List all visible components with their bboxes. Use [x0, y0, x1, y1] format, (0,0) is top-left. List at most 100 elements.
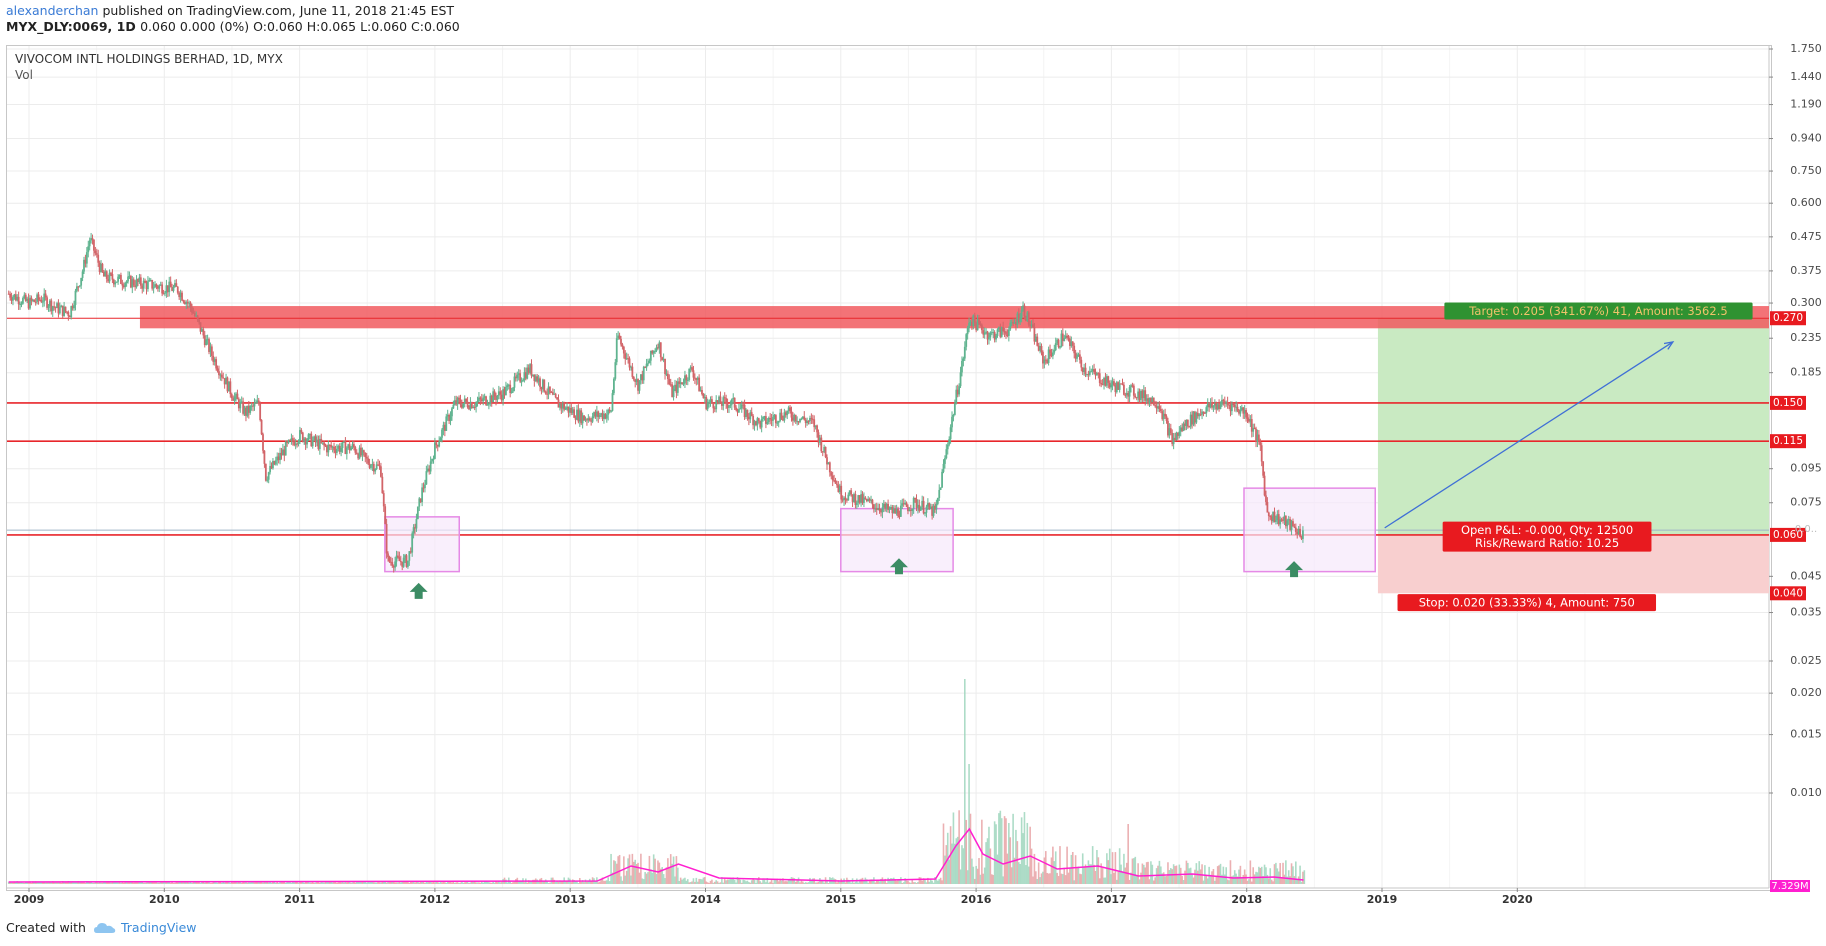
candle-body	[47, 306, 50, 308]
volume-bar	[787, 879, 790, 884]
candle-body	[335, 448, 338, 453]
candle-body	[678, 381, 681, 384]
volume-bar	[1228, 880, 1230, 884]
candle-body	[790, 411, 793, 418]
candle-body	[1042, 351, 1044, 364]
chart-frame[interactable]	[6, 45, 1772, 891]
candle-body	[593, 412, 595, 417]
candle-body	[888, 508, 891, 510]
candle-body	[836, 483, 838, 486]
candle-body	[659, 342, 662, 358]
candle-body	[1185, 420, 1188, 426]
candle-body	[466, 401, 469, 408]
volume-bar	[1114, 852, 1117, 884]
volume-bar	[236, 882, 239, 884]
volume-bar	[804, 882, 807, 884]
candle-body	[975, 322, 978, 331]
volume-bar	[871, 879, 874, 884]
candle-body	[662, 358, 665, 361]
candle-body	[550, 391, 553, 393]
candle-body	[765, 416, 767, 424]
volume-bar	[348, 881, 351, 884]
volume-bar	[982, 873, 985, 884]
volume-bar	[604, 880, 607, 884]
volume-bar	[402, 881, 405, 884]
candle-body	[536, 376, 539, 382]
volume-bar	[527, 880, 530, 884]
tradingview-logo[interactable]: TradingView	[93, 920, 197, 935]
price-axis-label: 0.045	[1790, 569, 1822, 582]
candle-body	[827, 462, 830, 465]
candle-body	[684, 375, 686, 384]
volume-bar	[321, 882, 324, 884]
candle-body	[380, 466, 382, 477]
target-zone[interactable]	[1377, 318, 1769, 535]
volume-bar	[1121, 871, 1124, 884]
candle-body	[767, 417, 770, 422]
volume-bar	[627, 858, 629, 884]
candle-body	[1235, 406, 1238, 408]
volume-bar	[1010, 867, 1013, 884]
volume-bar	[998, 813, 1000, 884]
candle-body	[228, 381, 230, 392]
volume-bar	[1221, 874, 1223, 884]
volume-bar	[463, 882, 466, 884]
volume-bar	[1044, 851, 1047, 884]
candle-body	[1240, 407, 1243, 410]
volume-bar	[848, 880, 851, 884]
volume-bar	[374, 882, 377, 884]
trend-arrow-line[interactable]	[1384, 341, 1674, 529]
volume-bar	[192, 882, 195, 884]
volume-bar	[240, 882, 243, 884]
candle-body	[304, 438, 307, 445]
candle-body	[1043, 359, 1046, 364]
candle-body	[492, 391, 495, 403]
volume-bar	[152, 882, 155, 884]
candle-body	[792, 417, 794, 421]
volume-bar	[669, 854, 672, 884]
candle-body	[399, 561, 402, 563]
volume-bar	[905, 880, 908, 884]
candle-body	[404, 555, 406, 558]
volume-bar	[179, 881, 182, 884]
candle-body	[961, 360, 963, 373]
volume-bar	[570, 882, 573, 884]
volume-bar	[600, 878, 602, 884]
accumulation-box-1[interactable]	[384, 516, 461, 573]
candle-body	[1124, 394, 1127, 396]
volume-bar	[435, 881, 438, 884]
candle-body	[735, 407, 737, 410]
candle-body	[1030, 324, 1033, 327]
volume-bar	[486, 881, 489, 884]
candle-body	[993, 332, 996, 340]
volume-bar	[330, 882, 332, 884]
volume-bar	[1179, 867, 1182, 884]
candle-body	[620, 338, 622, 345]
volume-bar	[111, 881, 114, 884]
volume-bar	[378, 882, 381, 884]
candle-body	[895, 508, 898, 514]
volume-bar	[303, 882, 306, 884]
candle-body	[1203, 412, 1206, 414]
volume-bar	[273, 881, 276, 884]
volume-bar	[209, 882, 212, 884]
candle-body	[803, 416, 806, 420]
candle-body	[871, 499, 874, 505]
candle-body	[340, 447, 343, 452]
volume-bar	[317, 881, 320, 884]
volume-bar	[1152, 880, 1155, 884]
volume-bar	[867, 882, 869, 884]
volume-bar	[1113, 872, 1115, 884]
candle-body	[1199, 414, 1202, 416]
candle-body	[1218, 404, 1220, 409]
candle-body	[622, 346, 625, 354]
volume-bar	[907, 880, 909, 884]
author-link[interactable]: alexanderchan	[6, 3, 99, 18]
candle-body	[482, 397, 485, 402]
resistance-band[interactable]	[139, 306, 1769, 329]
volume-bar	[1012, 813, 1014, 884]
volume-bar	[611, 872, 614, 884]
volume-bar	[546, 880, 548, 884]
accumulation-box-3[interactable]	[1243, 487, 1376, 573]
